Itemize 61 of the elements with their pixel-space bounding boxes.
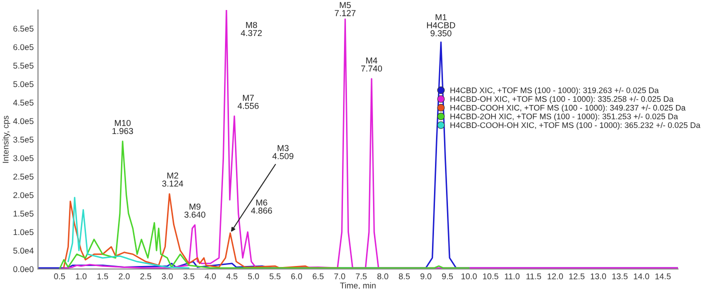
y-tick-label: 4.0e5 xyxy=(13,118,34,124)
y-tick-label: 3.0e5 xyxy=(13,155,34,162)
x-tick-label: 9.5 xyxy=(442,273,453,280)
x-tick-label: 8.0 xyxy=(377,273,388,280)
x-tick-label: 1.5 xyxy=(97,273,108,280)
x-tick-label: 8.5 xyxy=(398,273,410,280)
x-tick-label: 3.5 xyxy=(183,273,194,280)
x-tick-label: 7.5 xyxy=(356,273,367,280)
x-tick-label: 0.5 xyxy=(54,273,65,280)
y-tick-label: 1.5e5 xyxy=(14,210,34,217)
x-tick-label: 10.0 xyxy=(462,273,477,280)
x-tick-label: 4.5 xyxy=(226,273,238,280)
x-tick-label: 6.0 xyxy=(291,273,302,280)
annotation: M3 4.509 xyxy=(272,145,294,160)
x-tick-label: 2.0 xyxy=(118,273,130,280)
y-tick-label: 3.5e5 xyxy=(13,136,34,143)
x-tick-label: 12.5 xyxy=(569,273,584,280)
x-tick-label: 3.0 xyxy=(162,273,173,280)
annotation: M1 H4CBD 9.350 xyxy=(427,14,456,36)
y-tick-label: 6.0e5 xyxy=(13,44,34,50)
y-tick-label: 5.0e5 xyxy=(13,81,34,88)
annotation: M6 4.866 xyxy=(251,200,272,214)
x-tick-label: 11.0 xyxy=(504,273,520,280)
x-axis-title: Time, min xyxy=(340,282,376,289)
annotation: M8 4.372 xyxy=(240,22,262,36)
annotation: M5 7.127 xyxy=(334,2,356,16)
legend-label: H4CBD-OH XIC, +TOF MS (100 - 1000): 335.258 +/- 0.025 Da xyxy=(450,96,674,104)
x-tick-label: 13.5 xyxy=(612,273,628,280)
x-tick-label: 14.5 xyxy=(655,273,671,280)
annotation: M10 1.963 xyxy=(112,120,133,134)
annotation: M7 4.556 xyxy=(238,94,259,109)
legend-label: H4CBD-2OH XIC, +TOF MS (100 - 1000): 351.253 +/- 0.025 Da xyxy=(450,113,678,121)
x-tick-label: 6.5 xyxy=(312,273,324,280)
x-tick-label: 14.0 xyxy=(634,273,650,280)
x-tick-label: 10.5 xyxy=(483,273,498,280)
annotation: M2 3.124 xyxy=(162,172,184,187)
legend-label: H4CBD-COOH-OH XIC, +TOF MS (100 - 1000): 365.232 +/- 0.025 Da xyxy=(450,122,700,130)
y-tick-label: 2.0e5 xyxy=(13,192,34,198)
annotation: M9 3.640 xyxy=(184,204,206,218)
x-tick-label: 12.0 xyxy=(548,273,563,280)
legend-label: H4CBD-COOH XIC, +TOF MS (100 - 1000): 349.237 +/- 0.025 Da xyxy=(450,104,686,112)
y-tick-label: 5.5e5 xyxy=(13,62,34,69)
x-tick-label: 9.0 xyxy=(420,273,432,280)
x-tick-label: 7.0 xyxy=(334,273,346,280)
x-tick-label: 2.5 xyxy=(140,273,152,280)
y-tick-label: 1.0e5 xyxy=(14,229,34,236)
y-tick-label: 5.0e4 xyxy=(13,248,34,254)
y-axis-title: Intensity, cps xyxy=(2,116,10,163)
x-tick-label: 5.5 xyxy=(270,273,280,280)
x-tick-label: 1.0 xyxy=(76,273,87,280)
y-tick-label: 6.5e5 xyxy=(13,26,34,32)
x-tick-label: 13.0 xyxy=(590,273,606,280)
line-series xyxy=(58,140,470,269)
x-tick-label: 11.5 xyxy=(526,273,542,280)
y-tick-label: 2.5e5 xyxy=(13,174,34,180)
legend-label: H4CBD XIC, +TOF MS (100 - 1000): 319.263 +/- 0.025 Da xyxy=(450,87,659,95)
annotation: M4 7.740 xyxy=(361,58,382,72)
y-tick-label: 0.0e0 xyxy=(13,266,34,272)
x-tick-label: 5.0 xyxy=(248,273,259,280)
y-tick-label: 4.5e5 xyxy=(13,100,34,106)
x-tick-label: 4.0 xyxy=(204,273,216,280)
